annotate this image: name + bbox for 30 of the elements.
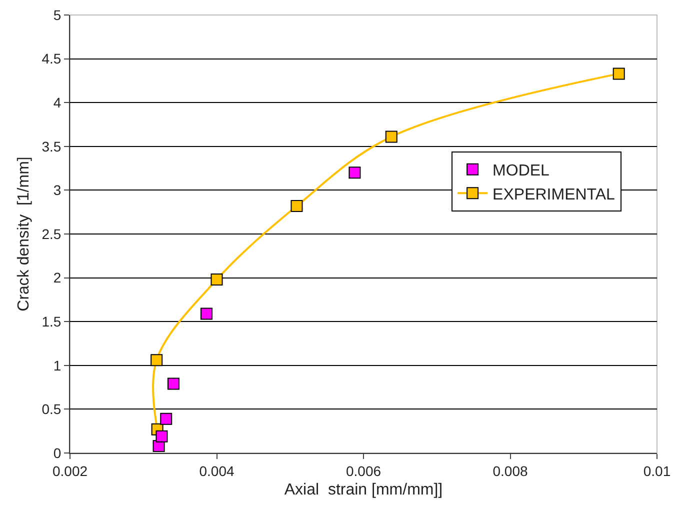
y-tick-label: 4 — [53, 94, 62, 110]
y-tick-label: 5 — [53, 6, 62, 23]
point — [200, 308, 212, 320]
y-tick-label: 0.5 — [42, 401, 62, 418]
x-tick-label: 0.004 — [199, 462, 234, 479]
y-tick-label: 0 — [53, 444, 62, 461]
legend-label: EXPERIMENTAL — [492, 186, 616, 204]
legend-label: MODEL — [492, 162, 550, 180]
y-axis-title: Crack density [1/mm] — [16, 156, 33, 312]
point — [156, 430, 168, 442]
x-tick-label: 0.01 — [643, 462, 671, 479]
point — [210, 274, 223, 286]
y-tick-label: 1.5 — [42, 314, 62, 330]
y-tick-label: 2 — [53, 270, 62, 286]
x-tick-label: 0.006 — [346, 462, 382, 479]
y-tick-label: 3 — [53, 182, 62, 198]
x-tick-label: 0.008 — [492, 462, 528, 479]
y-tick-label: 2.5 — [42, 226, 62, 242]
x-tick-label: 0.002 — [52, 462, 88, 479]
point — [612, 68, 625, 80]
point — [160, 412, 172, 425]
x-axis-title: Axial strain [mm/mm]] — [284, 482, 443, 498]
y-tick-label: 1 — [53, 357, 62, 374]
point — [150, 354, 163, 366]
point — [348, 166, 361, 179]
point — [290, 200, 303, 212]
y-tick-label: 4.5 — [42, 50, 62, 67]
point — [385, 130, 398, 143]
y-tick-label: 3.5 — [42, 138, 62, 154]
point — [167, 378, 180, 390]
